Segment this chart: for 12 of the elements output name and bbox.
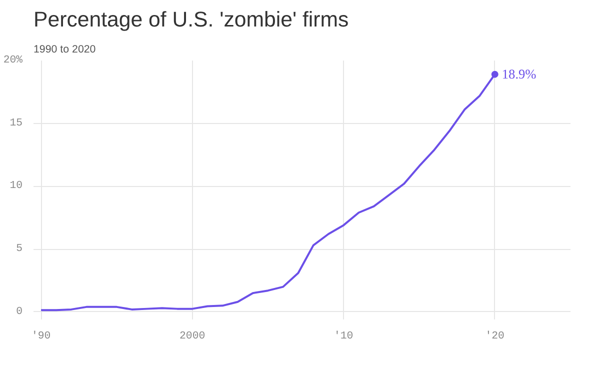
data-label: 18.9% [502,66,536,82]
x-tick-label: 2000 [180,330,206,342]
y-tick-label: 15 [10,117,23,130]
y-tick-label: 20% [3,54,24,66]
y-tick-label: 0 [16,306,23,318]
y-tick-label: 5 [16,243,23,256]
x-tick-label: '10 [334,330,354,342]
chart-subtitle: 1990 to 2020 [34,44,96,56]
y-tick-label: 10 [10,180,23,192]
x-tick-label: '20 [485,330,504,342]
chart-title: Percentage of U.S. 'zombie' firms [34,8,349,32]
x-tick-label: '90 [31,330,51,342]
